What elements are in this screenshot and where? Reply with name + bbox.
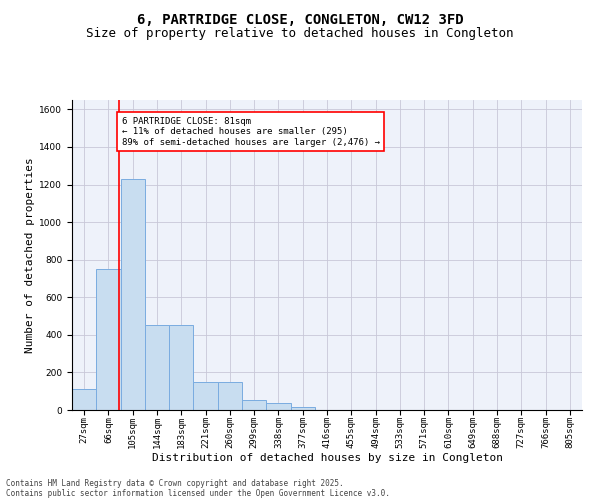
Bar — [169, 326, 193, 410]
Y-axis label: Number of detached properties: Number of detached properties — [25, 157, 35, 353]
Bar — [266, 404, 290, 410]
Bar — [218, 382, 242, 410]
Bar — [145, 326, 169, 410]
Text: Contains HM Land Registry data © Crown copyright and database right 2025.: Contains HM Land Registry data © Crown c… — [6, 478, 344, 488]
Text: 6 PARTRIDGE CLOSE: 81sqm
← 11% of detached houses are smaller (295)
89% of semi-: 6 PARTRIDGE CLOSE: 81sqm ← 11% of detach… — [122, 117, 380, 146]
Text: 6, PARTRIDGE CLOSE, CONGLETON, CW12 3FD: 6, PARTRIDGE CLOSE, CONGLETON, CW12 3FD — [137, 12, 463, 26]
Bar — [290, 407, 315, 410]
Text: Size of property relative to detached houses in Congleton: Size of property relative to detached ho… — [86, 28, 514, 40]
Text: Contains public sector information licensed under the Open Government Licence v3: Contains public sector information licen… — [6, 488, 390, 498]
Bar — [121, 179, 145, 410]
Bar — [242, 400, 266, 410]
Bar — [72, 390, 96, 410]
Bar — [96, 269, 121, 410]
X-axis label: Distribution of detached houses by size in Congleton: Distribution of detached houses by size … — [151, 452, 503, 462]
Bar — [193, 382, 218, 410]
